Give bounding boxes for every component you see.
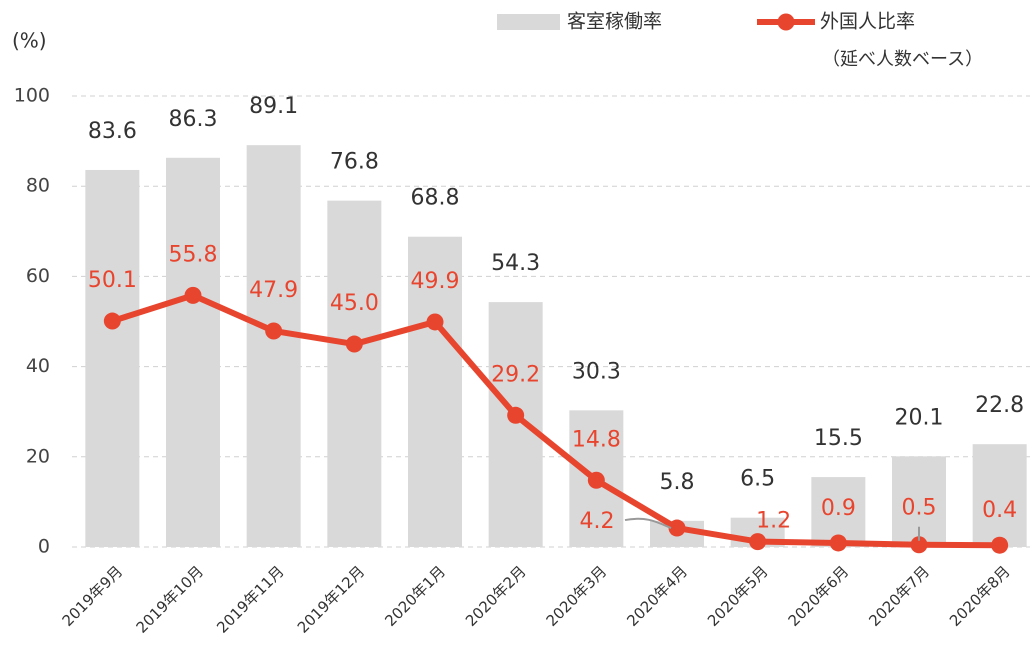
line-point xyxy=(587,471,605,489)
legend-label: 客室稼働率 xyxy=(567,11,662,33)
line-point xyxy=(668,519,686,537)
line-value-label: 4.2 xyxy=(580,509,615,534)
line-value-label: 0.4 xyxy=(982,498,1017,523)
line-point xyxy=(345,335,363,353)
line-value-label: 14.8 xyxy=(572,427,621,452)
line-value-label: 0.9 xyxy=(821,496,856,521)
y-tick-label: 40 xyxy=(26,355,50,377)
x-tick-label: 2019年11月 xyxy=(213,562,287,636)
line-point xyxy=(829,534,847,552)
x-tick-label: 2020年8月 xyxy=(946,562,1014,630)
bar xyxy=(327,200,382,547)
y-tick-label: 80 xyxy=(26,175,50,197)
x-tick-label: 2020年3月 xyxy=(543,562,611,630)
bar-value-label: 5.8 xyxy=(660,470,695,495)
bar-value-label: 68.8 xyxy=(411,186,460,211)
legend-marker xyxy=(777,13,795,31)
line-value-label: 50.1 xyxy=(88,268,137,293)
x-tick-label: 2020年7月 xyxy=(865,562,933,630)
bar-value-label: 20.1 xyxy=(895,405,944,430)
line-value-label: 45.0 xyxy=(330,291,379,316)
y-tick-label: 60 xyxy=(26,265,50,287)
bar-value-label: 89.1 xyxy=(249,94,298,119)
x-tick-label: 2019年10月 xyxy=(133,562,207,636)
line-point xyxy=(265,322,283,340)
bar xyxy=(488,302,543,547)
bar-value-label: 30.3 xyxy=(572,359,621,384)
bar-value-label: 86.3 xyxy=(169,107,218,132)
bar xyxy=(166,157,220,548)
leader-line xyxy=(624,517,672,529)
bar-value-label: 83.6 xyxy=(88,119,137,144)
x-tick-label: 2019年12月 xyxy=(294,562,368,636)
bar-value-label: 76.8 xyxy=(330,150,379,175)
x-tick-label: 2020年4月 xyxy=(623,562,691,630)
line-point xyxy=(507,406,525,424)
legend-swatch xyxy=(497,14,560,30)
line-point xyxy=(426,313,444,331)
bar-value-label: 54.3 xyxy=(491,251,540,276)
bar-value-label: 22.8 xyxy=(975,393,1024,418)
y-tick-label: 0 xyxy=(38,536,50,558)
line-value-label: 0.5 xyxy=(902,496,937,521)
line-value-label: 49.9 xyxy=(411,269,460,294)
y-tick-label: 100 xyxy=(14,85,50,107)
x-tick-label: 2019年9月 xyxy=(59,562,127,630)
line-point xyxy=(103,312,121,330)
bar-value-label: 6.5 xyxy=(740,467,775,492)
x-tick-label: 2020年1月 xyxy=(381,562,449,630)
x-tick-label: 2020年5月 xyxy=(704,562,772,630)
line-value-label: 47.9 xyxy=(249,278,298,303)
line-point xyxy=(184,286,202,304)
bar xyxy=(972,444,1027,547)
bar xyxy=(85,169,140,548)
x-tick-label: 2020年6月 xyxy=(785,562,853,630)
line-point xyxy=(749,533,767,551)
bar xyxy=(408,236,462,547)
y-tick-label: 20 xyxy=(26,445,50,467)
y-axis-label: (%) xyxy=(12,29,47,53)
x-tick-label: 2020年2月 xyxy=(462,562,530,630)
line-point xyxy=(991,536,1009,554)
line-point xyxy=(910,536,928,554)
line-value-label: 55.8 xyxy=(169,242,218,267)
legend-label: 外国人比率 xyxy=(820,11,915,33)
bar xyxy=(246,145,301,547)
line xyxy=(111,292,1000,549)
line-value-label: 29.2 xyxy=(491,362,540,387)
legend-note: （延べ人数ベース） xyxy=(822,49,983,70)
bar-value-label: 15.5 xyxy=(814,426,863,451)
line-value-label: 1.2 xyxy=(756,509,791,534)
